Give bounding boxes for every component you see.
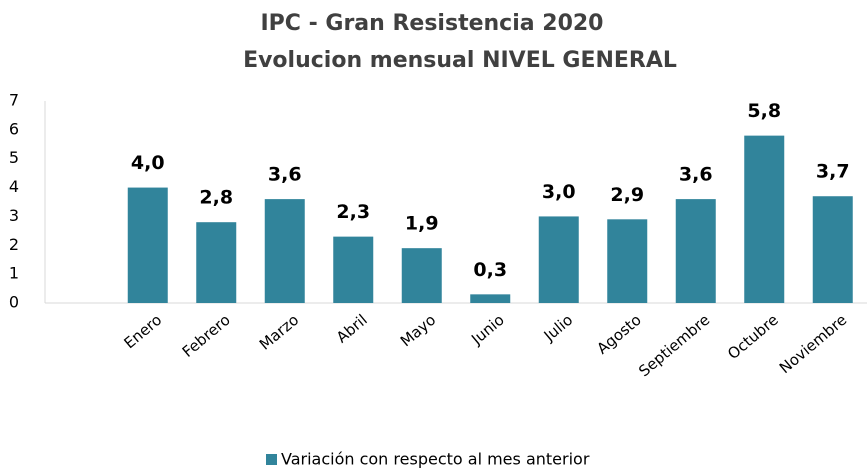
y-tick-label: 0 — [9, 293, 19, 312]
y-tick-label: 5 — [9, 148, 19, 167]
x-tick-label: Junio — [467, 311, 508, 349]
y-tick-label: 2 — [9, 235, 19, 254]
bar — [401, 248, 442, 303]
value-label: 1,9 — [405, 213, 439, 235]
y-tick-label: 7 — [9, 91, 19, 110]
x-tick-label: Octubre — [724, 311, 782, 363]
value-label: 2,9 — [610, 184, 644, 206]
bar — [744, 135, 785, 303]
y-tick-label: 6 — [9, 119, 19, 138]
y-tick-label: 4 — [9, 177, 19, 196]
chart-title: IPC - Gran Resistencia 2020 — [261, 11, 604, 36]
x-tick-label: Septiembre — [635, 311, 713, 381]
y-tick-label: 3 — [9, 206, 19, 225]
value-label: 0,3 — [473, 259, 507, 281]
x-tick-label: Abril — [333, 311, 371, 347]
bar — [470, 294, 511, 303]
bar — [127, 187, 168, 303]
value-label: 2,8 — [199, 187, 233, 209]
x-tick-label: Agosto — [593, 311, 644, 358]
bar — [607, 219, 648, 303]
bar — [196, 222, 237, 303]
legend-label: Variación con respecto al mes anterior — [281, 450, 590, 469]
x-tick-label: Mayo — [397, 311, 439, 351]
value-label: 3,7 — [816, 161, 850, 183]
bar — [812, 196, 853, 303]
x-tick-label: Enero — [121, 311, 166, 353]
bar — [675, 199, 716, 303]
value-label: 3,6 — [679, 164, 713, 186]
bar — [333, 236, 374, 303]
bar — [538, 216, 579, 303]
x-tick-label: Noviembre — [776, 311, 850, 377]
x-tick-label: Julio — [540, 311, 576, 346]
value-label: 2,3 — [336, 201, 370, 223]
x-tick-label: Marzo — [256, 311, 302, 354]
value-label: 3,6 — [268, 164, 302, 186]
value-label: 3,0 — [542, 181, 576, 203]
value-label: 5,8 — [747, 100, 781, 122]
y-tick-label: 1 — [9, 264, 19, 283]
chart-subtitle: Evolucion mensual NIVEL GENERAL — [243, 48, 677, 73]
value-label: 4,0 — [131, 152, 165, 174]
x-tick-label: Febrero — [179, 311, 234, 361]
bar — [264, 199, 305, 303]
legend-swatch — [266, 454, 277, 465]
